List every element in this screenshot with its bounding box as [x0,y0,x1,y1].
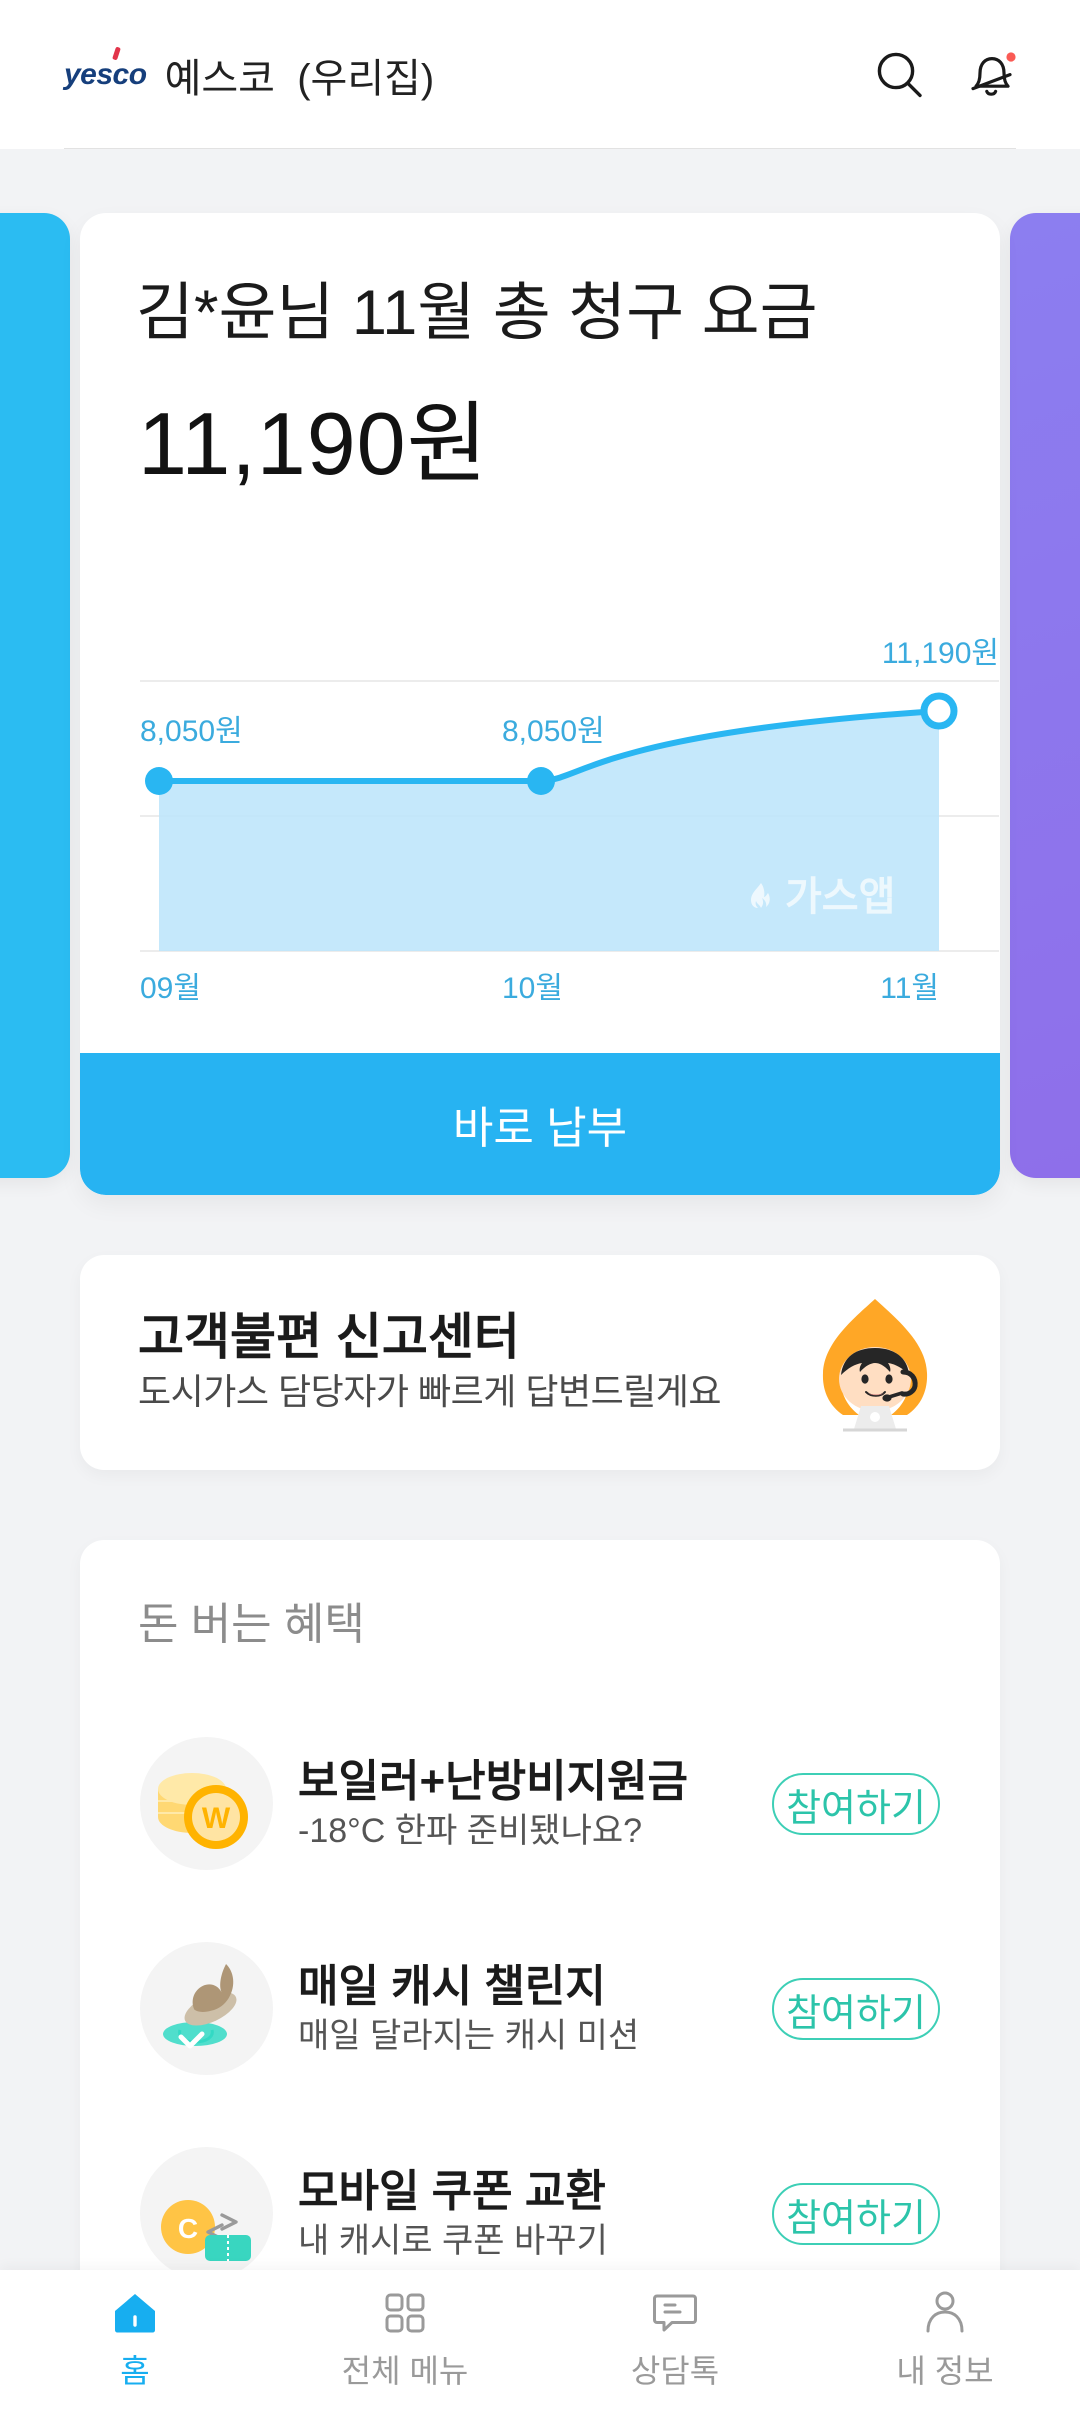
svg-text:09월: 09월 [140,972,201,1005]
svg-text:가스앱: 가스앱 [785,875,895,919]
svg-text:10월: 10월 [502,972,563,1005]
svg-text:8,050원: 8,050원 [502,715,605,748]
svg-text:W: W [202,1802,231,1835]
svg-text:11,190원: 11,190원 [882,637,999,670]
svg-text:8,050원: 8,050원 [140,715,243,748]
svg-text:C: C [178,2213,198,2244]
svg-text:11월: 11월 [880,972,939,1005]
